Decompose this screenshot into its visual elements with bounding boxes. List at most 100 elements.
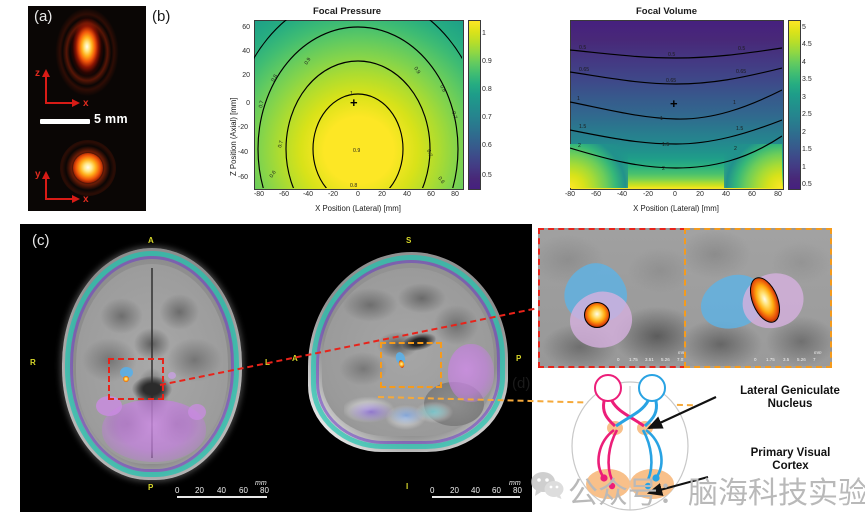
svg-text:0.5: 0.5 xyxy=(738,46,745,52)
axis-x-shaft-bottom xyxy=(45,198,73,200)
orient-label-posterior: P xyxy=(148,483,154,492)
tick-y: 0 xyxy=(246,100,250,107)
inset-sagittal-zoom: mm 0 1.75 3.5 5.26 7 xyxy=(684,228,832,368)
colorbar-tick: 4 xyxy=(802,59,806,66)
axis-label-x-top: x xyxy=(83,98,89,109)
axial-target-focus xyxy=(123,376,129,382)
watermark-text: 公众号：脑海科技实验室 xyxy=(568,476,865,511)
svg-text:0.9: 0.9 xyxy=(412,66,421,75)
focal-pressure-colorbar xyxy=(468,20,481,190)
focal-pressure-center-marker: + xyxy=(350,95,358,110)
focal-volume-corner-hotspot-right xyxy=(724,144,782,188)
svg-text:0.6: 0.6 xyxy=(436,176,445,185)
colorbar-tick: 1.5 xyxy=(802,146,812,153)
axial-scale-tick: 20 xyxy=(195,486,204,495)
panel-d-annotation-arrows xyxy=(646,396,717,496)
axial-scale-tick: 60 xyxy=(239,486,248,495)
panel-d-visual-pathway-diagram xyxy=(571,374,689,511)
tick-x: -40 xyxy=(302,191,314,198)
svg-text:0.9: 0.9 xyxy=(304,57,313,66)
colorbar-tick: 0.5 xyxy=(802,181,812,188)
tick-x: -60 xyxy=(278,191,290,198)
inset-axial-scale-tick: 7.01 xyxy=(677,357,686,362)
tick-x: 60 xyxy=(748,191,756,198)
panel-a-focal-spot-image: z x 5 mm y x xyxy=(28,6,146,211)
focal-volume-title: Focal Volume xyxy=(635,6,698,17)
svg-text:0.65: 0.65 xyxy=(736,69,746,75)
sagittal-scale-tick: 80 xyxy=(513,486,522,495)
axis-label-y: y xyxy=(35,169,41,180)
annotation-lgn: Lateral Geniculate Nucleus xyxy=(720,385,860,411)
svg-text:0.7: 0.7 xyxy=(425,149,433,158)
panel-c-label: (c) xyxy=(32,232,50,249)
inset-sagittal-scale-tick: 3.5 xyxy=(783,357,790,362)
svg-text:1: 1 xyxy=(733,100,736,106)
sagittal-scale-unit: mm xyxy=(509,480,521,487)
orient-label-right: R xyxy=(30,358,36,367)
tick-x: 60 xyxy=(427,191,435,198)
sagittal-overlay-occipital xyxy=(448,344,494,402)
svg-text:1.5: 1.5 xyxy=(662,142,669,148)
sagittal-scale-tick: 20 xyxy=(450,486,459,495)
panel-c-mri-views: (c) A P R L mm 0 20 40 60 xyxy=(20,224,532,512)
tick-x: -80 xyxy=(253,191,265,198)
tick-x: -20 xyxy=(642,191,654,198)
svg-text:0.6: 0.6 xyxy=(269,170,278,179)
scalebar-a-line xyxy=(40,119,90,124)
axis-x-shaft-top xyxy=(45,102,73,104)
axial-roi-box xyxy=(108,358,164,400)
sagittal-scale-tick: 60 xyxy=(492,486,501,495)
tick-x: 0 xyxy=(356,191,360,198)
inset-sagittal-scale-tick: 5.26 xyxy=(797,357,806,362)
colorbar-tick: 4.5 xyxy=(802,41,812,48)
svg-text:0.7: 0.7 xyxy=(277,140,285,149)
orient-label-anterior: A xyxy=(148,236,154,245)
panel-b-label: (b) xyxy=(152,8,171,25)
inset-sagittal-scale-tick: 0 xyxy=(754,357,757,362)
svg-text:0.5: 0.5 xyxy=(579,45,586,51)
tick-x: 20 xyxy=(696,191,704,198)
tick-x: -80 xyxy=(564,191,576,198)
colorbar-tick: 2.5 xyxy=(802,111,812,118)
inset-sagittal-scale-unit: mm xyxy=(814,350,822,355)
tick-x: 80 xyxy=(774,191,782,198)
axial-target-blue xyxy=(120,367,133,378)
tick-y: 60 xyxy=(242,24,250,31)
colorbar-tick: 0.5 xyxy=(482,172,492,179)
sagittal-scalebar xyxy=(432,496,520,498)
colorbar-tick: 0.9 xyxy=(482,58,492,65)
focal-spot-axial-sidelobe xyxy=(54,6,120,98)
sagittal-roi-box xyxy=(380,342,442,388)
axis-z-shaft xyxy=(45,76,47,104)
focal-pressure-ylabel: Z Position (Axial) [mm] xyxy=(229,97,238,176)
axial-ventricle xyxy=(132,376,172,402)
focal-volume-contours: 0.5 0.5 0.5 0.65 0.65 0.65 1 1 1 1.5 1.5… xyxy=(570,45,782,172)
focal-volume-chart: Focal Volume 0.5 0.5 0.5 0.65 0.65 0.65 … xyxy=(544,4,824,220)
axial-scalp-overlay xyxy=(65,251,239,477)
tick-y: -40 xyxy=(237,149,248,156)
axial-skull-overlay xyxy=(70,256,234,472)
sagittal-skullbase-overlay xyxy=(346,396,450,432)
svg-text:1.5: 1.5 xyxy=(736,126,743,132)
wechat-icon xyxy=(531,472,564,499)
tick-x: -20 xyxy=(327,191,339,198)
svg-text:0.8: 0.8 xyxy=(350,183,357,188)
axis-z-arrowhead xyxy=(41,69,50,77)
svg-text:0.7: 0.7 xyxy=(258,100,265,108)
inset-sagittal-scale-tick: 7 xyxy=(813,357,816,362)
inset-axial-scale-tick: 5.26 xyxy=(661,357,670,362)
svg-text:0.7: 0.7 xyxy=(450,111,458,120)
tick-x: 0 xyxy=(673,191,677,198)
svg-text:2: 2 xyxy=(734,146,737,152)
tick-x: -60 xyxy=(590,191,602,198)
axial-scale-unit: mm xyxy=(255,480,267,487)
tick-y: 20 xyxy=(242,72,250,79)
axial-scalebar xyxy=(177,496,267,498)
colorbar-tick: 2 xyxy=(802,129,806,136)
sagittal-skull-overlay xyxy=(316,260,500,444)
tick-y: -60 xyxy=(237,174,248,181)
svg-text:0.8: 0.8 xyxy=(270,74,279,83)
colorbar-tick: 0.6 xyxy=(482,142,492,149)
tick-x: 40 xyxy=(403,191,411,198)
tick-x: -40 xyxy=(616,191,628,198)
